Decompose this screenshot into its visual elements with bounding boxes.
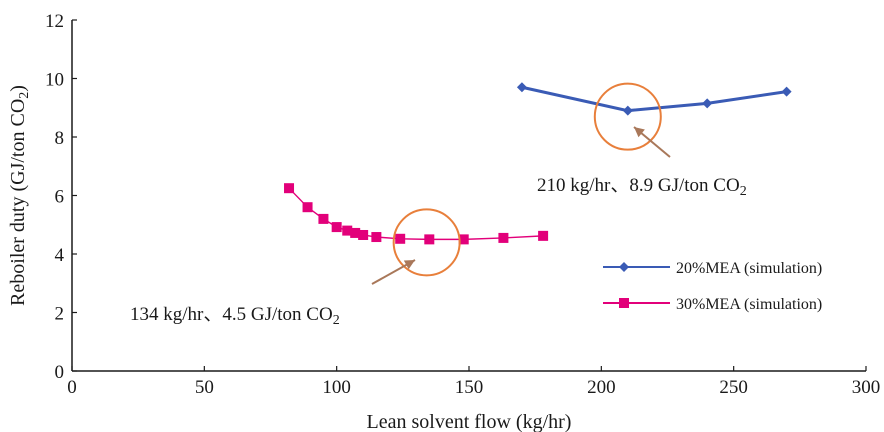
x-tick-label: 200	[587, 377, 616, 398]
data-point-30mea	[371, 232, 382, 243]
series-layer	[284, 82, 792, 245]
data-point-30mea	[331, 222, 342, 233]
x-tick-label: 300	[852, 377, 881, 398]
annotation-arrowhead-30mea	[403, 260, 415, 270]
y-tick-label: 0	[55, 362, 65, 383]
legend-marker-30mea	[619, 298, 629, 308]
data-point-20mea	[516, 82, 527, 93]
y-tick-label: 12	[45, 11, 64, 32]
data-point-30mea	[424, 234, 435, 245]
data-point-20mea	[622, 105, 633, 116]
data-point-30mea	[358, 229, 369, 240]
series-line-1	[288, 187, 544, 241]
x-tick-label: 0	[67, 377, 77, 398]
highlight-circle-20mea	[593, 82, 662, 151]
x-tick-label: 150	[455, 377, 484, 398]
legend-label-20mea: 20%MEA (simulation)	[676, 260, 822, 277]
legend: 20%MEA (simulation) 30%MEA (simulation)	[603, 260, 822, 313]
highlight-circle-30mea	[392, 208, 461, 277]
series-line-0	[521, 85, 787, 113]
data-point-30mea	[302, 202, 313, 213]
y-tick-label: 2	[55, 304, 65, 325]
data-point-30mea	[318, 213, 329, 224]
data-point-30mea	[498, 232, 509, 243]
data-point-30mea	[458, 234, 469, 245]
x-tick-label: 50	[195, 377, 214, 398]
data-point-20mea	[702, 98, 713, 109]
annotation-layer: 210 kg/hr、8.9 GJ/ton CO2 134 kg/hr、4.5 G…	[130, 82, 747, 328]
data-point-30mea	[538, 230, 549, 241]
y-tick-label: 4	[55, 245, 65, 266]
data-point-30mea	[395, 233, 406, 244]
data-point-30mea	[284, 183, 295, 194]
data-point-30mea	[342, 225, 353, 236]
annotation-20mea-optimum: 210 kg/hr、8.9 GJ/ton CO2	[537, 175, 747, 199]
x-tick-label: 100	[322, 377, 351, 398]
legend-label-30mea: 30%MEA (simulation)	[676, 296, 822, 313]
x-axis-title: Lean solvent flow (kg/hr)	[367, 411, 572, 432]
annotation-30mea-optimum: 134 kg/hr、4.5 GJ/ton CO2	[130, 304, 340, 328]
legend-marker-20mea	[619, 262, 629, 272]
data-point-20mea	[781, 86, 792, 97]
y-axis-title: Reboiler duty (GJ/ton CO2)	[7, 85, 32, 306]
annotation-arrowhead-20mea	[634, 127, 645, 138]
y-tick-label: 8	[55, 128, 65, 149]
data-point-30mea	[350, 227, 361, 238]
axes: 0 2 4 6 8 10 12 0 50 100 150 200 250 300	[45, 11, 880, 398]
x-tick-label: 250	[719, 377, 748, 398]
y-tick-label: 10	[45, 70, 64, 91]
y-tick-label: 6	[55, 187, 65, 208]
